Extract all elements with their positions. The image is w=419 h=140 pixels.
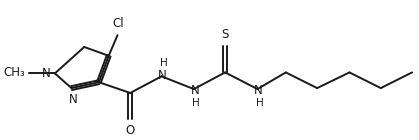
Text: N: N	[191, 84, 199, 97]
Text: H: H	[256, 98, 263, 108]
Text: Cl: Cl	[113, 17, 124, 30]
Text: O: O	[126, 124, 135, 137]
Text: H: H	[160, 58, 167, 67]
Text: S: S	[222, 28, 229, 41]
Text: N: N	[69, 93, 78, 106]
Text: N: N	[254, 84, 263, 97]
Text: H: H	[192, 98, 200, 108]
Text: N: N	[158, 69, 167, 82]
Text: CH₃: CH₃	[4, 66, 26, 79]
Text: N: N	[42, 67, 51, 80]
